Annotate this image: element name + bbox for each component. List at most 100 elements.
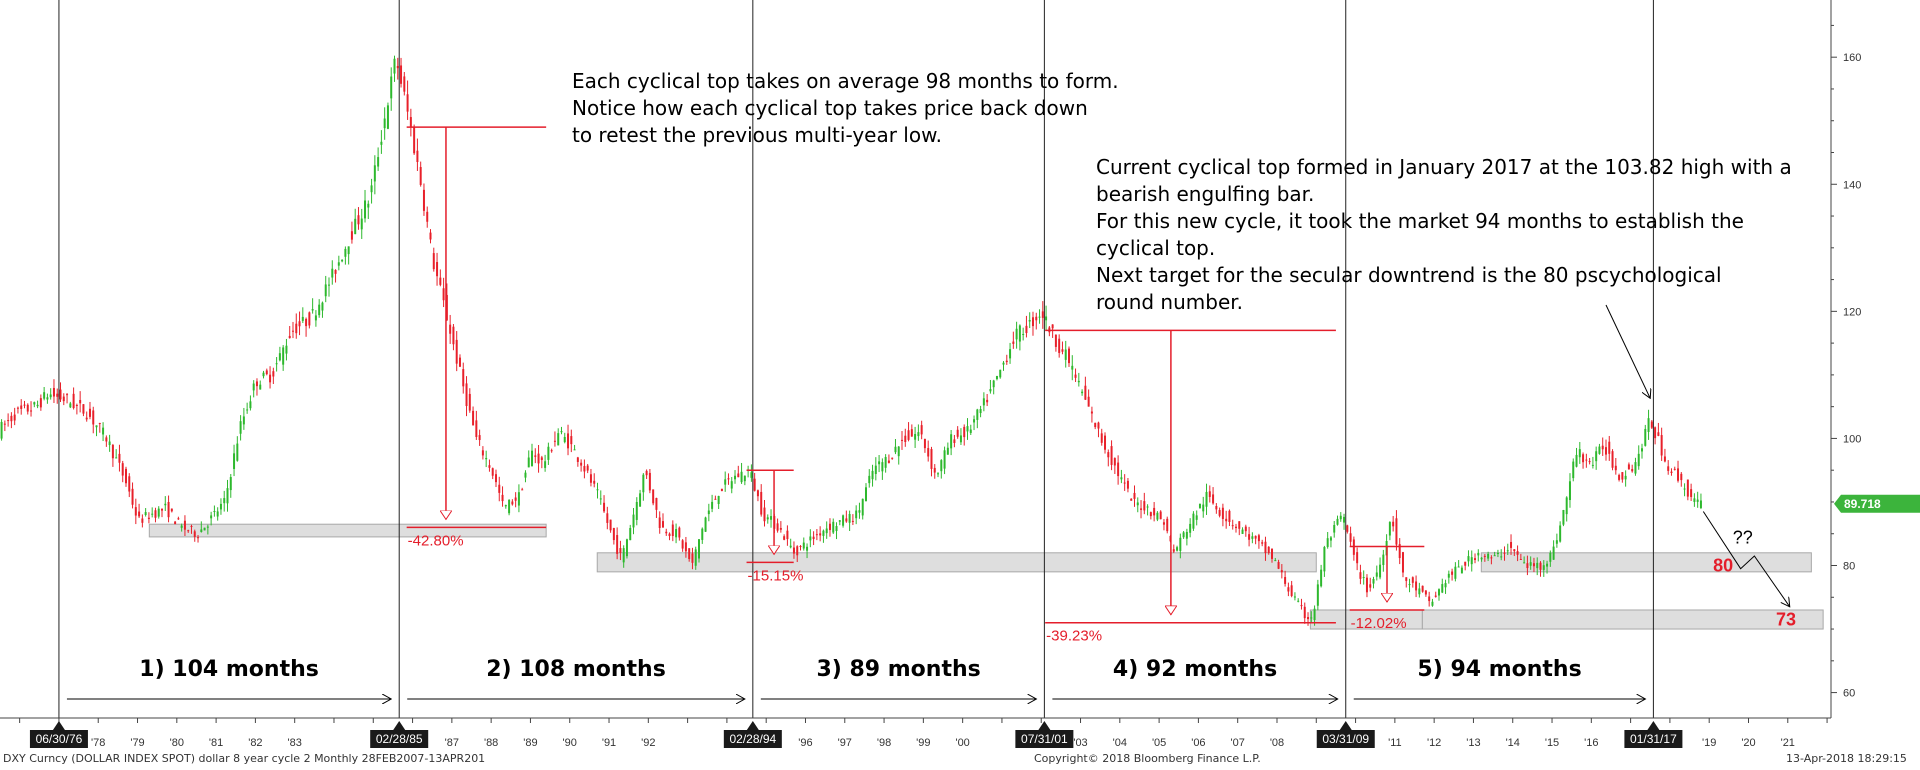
candle-body xyxy=(265,370,268,375)
candle-body xyxy=(1307,617,1310,620)
candle-body xyxy=(625,539,628,557)
candle-body xyxy=(131,488,134,505)
candle-body xyxy=(878,461,881,465)
candle-body xyxy=(1526,563,1529,569)
candle-body xyxy=(262,372,265,377)
candle-body xyxy=(472,410,475,426)
candle-body xyxy=(1198,503,1201,508)
current-annotation-line: bearish engulfing bar. xyxy=(1096,182,1315,206)
candle-body xyxy=(498,484,501,493)
candle-body xyxy=(1293,596,1296,598)
x-tick-label: '03 xyxy=(1073,737,1087,749)
candle-body xyxy=(1084,385,1087,400)
candle-body xyxy=(43,392,46,399)
candle-body xyxy=(1097,422,1100,429)
candle-body xyxy=(799,545,802,547)
candle-body xyxy=(7,420,10,422)
candle-body xyxy=(1212,494,1215,504)
candle-body xyxy=(1336,518,1339,525)
candle-body xyxy=(796,546,799,556)
candle-body xyxy=(0,421,3,439)
candle-body xyxy=(819,533,822,536)
candle-body xyxy=(458,357,461,367)
candle-body xyxy=(154,510,157,518)
candle-body xyxy=(766,517,769,520)
candle-body xyxy=(259,384,262,390)
candle-body xyxy=(426,211,429,222)
candle-body xyxy=(1231,525,1234,527)
candle-body xyxy=(809,536,812,541)
current-annotation-line: cyclical top. xyxy=(1096,236,1216,260)
candle-body xyxy=(380,141,383,145)
candle-body xyxy=(1611,451,1614,468)
candle-body xyxy=(1149,512,1152,517)
candle-body xyxy=(1641,448,1644,452)
candle-body xyxy=(1156,512,1159,520)
candle-body xyxy=(681,540,684,549)
x-tick-label: '79 xyxy=(130,737,144,749)
x-tick-label: '91 xyxy=(602,737,616,749)
drawdown-pct: -42.80% xyxy=(408,532,464,549)
candle-body xyxy=(1038,316,1041,318)
candle-body xyxy=(3,423,6,425)
date-badge xyxy=(29,730,88,748)
candle-body xyxy=(1510,541,1513,548)
x-tick-label: '78 xyxy=(91,737,105,749)
candle-body xyxy=(1431,601,1434,606)
candle-body xyxy=(1166,518,1169,532)
candle-body xyxy=(66,394,69,396)
candle-body xyxy=(786,530,789,540)
candle-body xyxy=(1670,471,1673,473)
candle-body xyxy=(845,518,848,522)
date-badge xyxy=(723,730,782,748)
candle-body xyxy=(1683,488,1686,490)
candle-body xyxy=(465,383,468,407)
candle-body xyxy=(1365,577,1368,593)
candle-body xyxy=(1506,550,1509,552)
candle-body xyxy=(180,525,183,528)
candle-body xyxy=(124,468,127,484)
candle-body xyxy=(1562,509,1565,525)
candle-body xyxy=(1136,502,1139,506)
candle-body xyxy=(508,500,511,514)
candle-body xyxy=(161,508,164,511)
candle-body xyxy=(393,58,396,74)
question-mark: ?? xyxy=(1733,527,1753,547)
support-zones xyxy=(148,523,1824,630)
candle-body xyxy=(298,321,301,327)
date-badge-label: 02/28/94 xyxy=(729,732,776,746)
candle-body xyxy=(740,471,743,483)
candle-body xyxy=(10,415,13,422)
candle-body xyxy=(675,529,678,538)
candle-body xyxy=(1104,435,1107,450)
candle-body xyxy=(770,516,773,520)
candle-body xyxy=(1552,546,1555,560)
candle-body xyxy=(105,437,108,442)
candle-body xyxy=(992,380,995,388)
x-tick-label: '87 xyxy=(445,737,459,749)
candle-body xyxy=(429,232,432,240)
candle-body xyxy=(1113,458,1116,466)
candle-body xyxy=(599,498,602,500)
candle-body xyxy=(1123,482,1126,484)
candle-body xyxy=(118,453,121,463)
candle-body xyxy=(959,435,962,443)
candle-body xyxy=(354,218,357,235)
candle-body xyxy=(1408,584,1411,586)
candle-body xyxy=(255,381,258,387)
candle-body xyxy=(46,397,49,400)
candle-body xyxy=(550,450,553,452)
date-badge-label: 06/30/76 xyxy=(36,732,83,746)
candle-body xyxy=(1401,552,1404,573)
candle-body xyxy=(442,288,445,301)
candle-body xyxy=(1667,466,1670,471)
candle-body xyxy=(1068,348,1071,364)
candle-body xyxy=(347,246,350,255)
candle-body xyxy=(779,527,782,530)
candle-body xyxy=(1618,475,1621,480)
candle-body xyxy=(1614,465,1617,471)
candle-body xyxy=(488,465,491,468)
candle-body xyxy=(1441,584,1444,593)
candle-body xyxy=(1418,588,1421,595)
